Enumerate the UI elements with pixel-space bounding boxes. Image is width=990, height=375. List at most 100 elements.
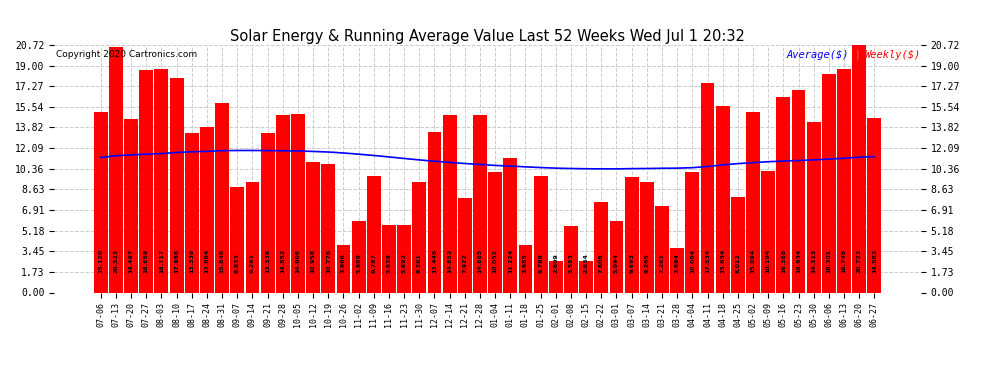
Bar <box>746 112 760 292</box>
Text: Average($): Average($) <box>786 50 849 60</box>
Text: 13.884: 13.884 <box>205 249 210 273</box>
Text: 7.261: 7.261 <box>659 253 664 273</box>
Bar <box>260 133 274 292</box>
Text: 14.497: 14.497 <box>129 249 134 273</box>
Text: 7.922: 7.922 <box>462 253 467 273</box>
Title: Solar Energy & Running Average Value Last 52 Weeks Wed Jul 1 20:32: Solar Energy & Running Average Value Las… <box>230 29 745 44</box>
Bar <box>291 114 305 292</box>
Bar <box>594 202 608 292</box>
Text: 15.840: 15.840 <box>220 249 225 273</box>
Text: 18.301: 18.301 <box>827 249 832 273</box>
Text: 10.776: 10.776 <box>326 249 331 273</box>
Bar <box>701 83 715 292</box>
Text: 2.634: 2.634 <box>584 253 589 273</box>
Text: 17.988: 17.988 <box>174 249 179 273</box>
Bar <box>351 221 365 292</box>
Bar <box>306 162 320 292</box>
Text: 8.833: 8.833 <box>235 253 240 273</box>
Text: 10.958: 10.958 <box>311 249 316 273</box>
Text: 9.693: 9.693 <box>630 253 635 273</box>
Bar <box>94 112 108 292</box>
Text: 16.388: 16.388 <box>781 249 786 273</box>
Text: 5.994: 5.994 <box>614 253 619 273</box>
Bar <box>215 103 229 292</box>
Text: 14.852: 14.852 <box>280 249 285 273</box>
Bar <box>457 198 472 292</box>
Bar <box>200 127 214 292</box>
Bar <box>761 171 775 292</box>
Bar <box>837 69 851 292</box>
Text: 9.261: 9.261 <box>417 253 422 273</box>
Bar <box>488 172 502 292</box>
Text: 14.852: 14.852 <box>447 249 452 273</box>
Bar <box>852 45 866 292</box>
Text: 14.885: 14.885 <box>477 249 482 273</box>
Bar <box>397 225 411 292</box>
Text: 7.606: 7.606 <box>599 253 604 273</box>
Text: 5.593: 5.593 <box>568 253 573 273</box>
Bar <box>548 261 562 292</box>
Bar <box>337 245 350 292</box>
Bar <box>519 245 533 292</box>
Text: 5.989: 5.989 <box>356 253 361 273</box>
Bar <box>716 106 730 292</box>
Text: 3.694: 3.694 <box>674 253 680 273</box>
Bar <box>154 69 168 292</box>
Bar <box>792 90 806 292</box>
Text: 14.906: 14.906 <box>295 249 301 273</box>
Text: 9.789: 9.789 <box>539 253 544 273</box>
Text: 10.094: 10.094 <box>690 249 695 273</box>
Bar <box>473 115 487 292</box>
Bar <box>503 158 518 292</box>
Text: 18.745: 18.745 <box>842 249 846 273</box>
Text: 2.609: 2.609 <box>553 253 558 273</box>
Text: 8.012: 8.012 <box>736 253 741 273</box>
Text: |: | <box>855 50 859 60</box>
Text: 15.120: 15.120 <box>98 249 103 273</box>
Bar <box>579 261 593 292</box>
Text: 5.692: 5.692 <box>402 253 407 273</box>
Text: 9.787: 9.787 <box>371 253 376 273</box>
Text: 15.094: 15.094 <box>750 249 755 273</box>
Text: 11.224: 11.224 <box>508 249 513 273</box>
Bar <box>246 182 259 292</box>
Bar <box>655 206 669 292</box>
Text: 16.934: 16.934 <box>796 249 801 273</box>
Bar <box>564 226 578 292</box>
Bar <box>428 132 442 292</box>
Bar <box>382 225 396 292</box>
Text: 13.339: 13.339 <box>189 249 194 273</box>
Text: 3.985: 3.985 <box>523 253 528 273</box>
Bar <box>822 74 836 292</box>
Bar <box>124 119 139 292</box>
Text: 3.966: 3.966 <box>341 253 346 273</box>
Text: 14.313: 14.313 <box>811 249 816 273</box>
Text: 13.445: 13.445 <box>432 249 437 273</box>
Bar <box>443 115 456 292</box>
Text: 20.723: 20.723 <box>856 249 861 273</box>
Text: 9.261: 9.261 <box>250 253 255 273</box>
Text: Copyright 2020 Cartronics.com: Copyright 2020 Cartronics.com <box>56 50 197 59</box>
Bar <box>640 182 653 292</box>
Bar <box>322 164 336 292</box>
Text: 9.265: 9.265 <box>644 253 649 273</box>
Bar <box>109 47 123 292</box>
Bar <box>610 221 624 292</box>
Bar <box>169 78 183 292</box>
Text: 13.338: 13.338 <box>265 249 270 273</box>
Text: 18.717: 18.717 <box>159 249 164 273</box>
Text: 10.052: 10.052 <box>493 249 498 273</box>
Bar <box>807 122 821 292</box>
Bar <box>231 187 245 292</box>
Bar <box>413 182 427 292</box>
Text: Weekly($): Weekly($) <box>864 50 921 60</box>
Text: 5.629: 5.629 <box>386 253 391 273</box>
Text: 10.194: 10.194 <box>765 249 770 273</box>
Text: 17.534: 17.534 <box>705 249 710 273</box>
Text: 15.634: 15.634 <box>720 249 725 273</box>
Text: 14.583: 14.583 <box>872 249 877 273</box>
Bar <box>776 97 790 292</box>
Bar <box>185 133 199 292</box>
Text: 20.523: 20.523 <box>114 249 119 273</box>
Bar <box>140 70 153 292</box>
